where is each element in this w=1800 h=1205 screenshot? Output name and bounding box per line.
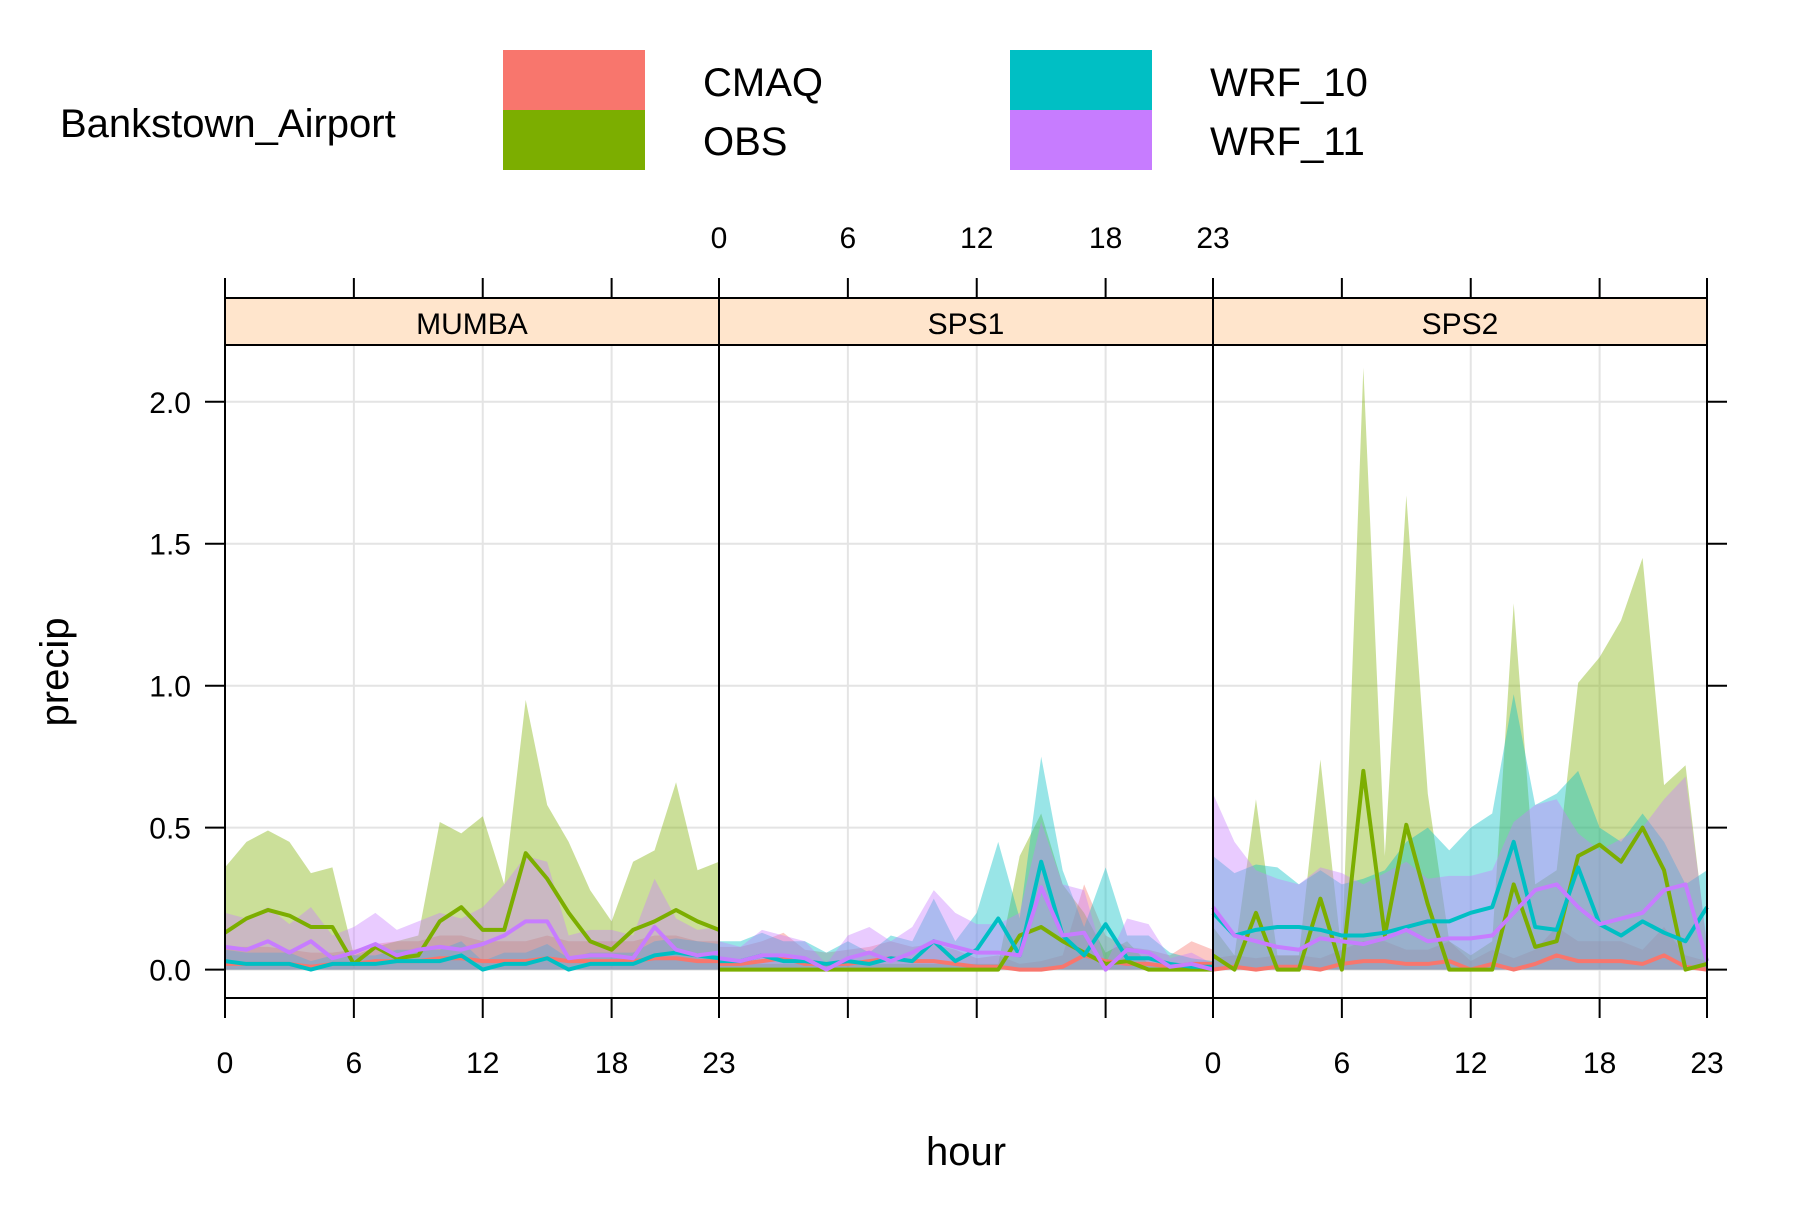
legend-label-cmaq: CMAQ	[703, 61, 823, 105]
band-sps2-cmaq	[1213, 927, 1707, 970]
legend-label-wrf_10: WRF_10	[1210, 61, 1368, 105]
x-tick-label: 6	[346, 1047, 363, 1080]
strip-label-sps2: SPS2	[1422, 308, 1499, 341]
band-mumba-obs	[225, 699, 719, 970]
legend-title: Bankstown_Airport	[60, 102, 396, 146]
line-sps2-wrf_11	[1211, 882, 1709, 962]
band-sps1-wrf_11	[719, 821, 1213, 970]
x-tick-label: 12	[1454, 1047, 1487, 1080]
y-tick-label: 1.0	[149, 671, 191, 704]
line-sps1-wrf_11	[718, 885, 1214, 972]
band-sps2-obs	[1213, 367, 1707, 970]
panel-frame-sps2	[1212, 344, 1708, 999]
x-tick-label: 23	[1690, 1047, 1723, 1080]
y-tick-label: 0.5	[149, 813, 191, 846]
line-sps1-obs	[719, 925, 1213, 972]
line-mumba-wrf_10	[224, 950, 720, 972]
band-sps1-obs	[719, 813, 1213, 970]
y-tick-label: 2.0	[149, 387, 191, 420]
x-tick-label: 0	[217, 1047, 234, 1080]
line-mumba-obs	[223, 851, 720, 966]
legend-label-obs: OBS	[703, 120, 787, 164]
strip-label-mumba: MUMBA	[416, 308, 528, 341]
x-tick-label: 18	[595, 1047, 628, 1080]
band-sps1-wrf_10	[719, 756, 1213, 970]
legend-swatch-wrf_11	[1010, 110, 1152, 170]
legend-swatch-cmaq	[503, 50, 645, 110]
band-sps2-wrf_10	[1213, 694, 1707, 970]
y-tick-label: 0.0	[149, 955, 191, 988]
line-sps2-obs	[1211, 768, 1708, 972]
strip-label-sps1: SPS1	[928, 308, 1005, 341]
panel-frame-sps1	[718, 344, 1214, 999]
x-tick-label: 0	[711, 222, 728, 255]
legend-label-wrf_11: WRF_11	[1210, 120, 1365, 164]
y-tick-label: 1.5	[149, 529, 191, 562]
x-tick-label: 18	[1089, 222, 1122, 255]
x-tick-label: 6	[1334, 1047, 1351, 1080]
x-tick-label: 6	[840, 222, 857, 255]
x-tick-label: 23	[1196, 222, 1229, 255]
line-sps1-wrf_10	[719, 859, 1213, 969]
x-axis-title: hour	[926, 1130, 1006, 1174]
x-tick-label: 12	[466, 1047, 499, 1080]
x-tick-label: 0	[1205, 1047, 1222, 1080]
legend-swatch-wrf_10	[1010, 50, 1152, 110]
line-mumba-wrf_11	[224, 919, 720, 961]
line-sps2-wrf_10	[1211, 839, 1709, 944]
x-tick-label: 23	[702, 1047, 735, 1080]
y-axis-title: precip	[33, 618, 77, 727]
band-sps2-wrf_11	[1213, 776, 1707, 970]
x-tick-label: 12	[960, 222, 993, 255]
x-tick-label: 18	[1583, 1047, 1616, 1080]
legend-swatch-obs	[503, 110, 645, 170]
line-sps2-cmaq	[1212, 953, 1708, 972]
